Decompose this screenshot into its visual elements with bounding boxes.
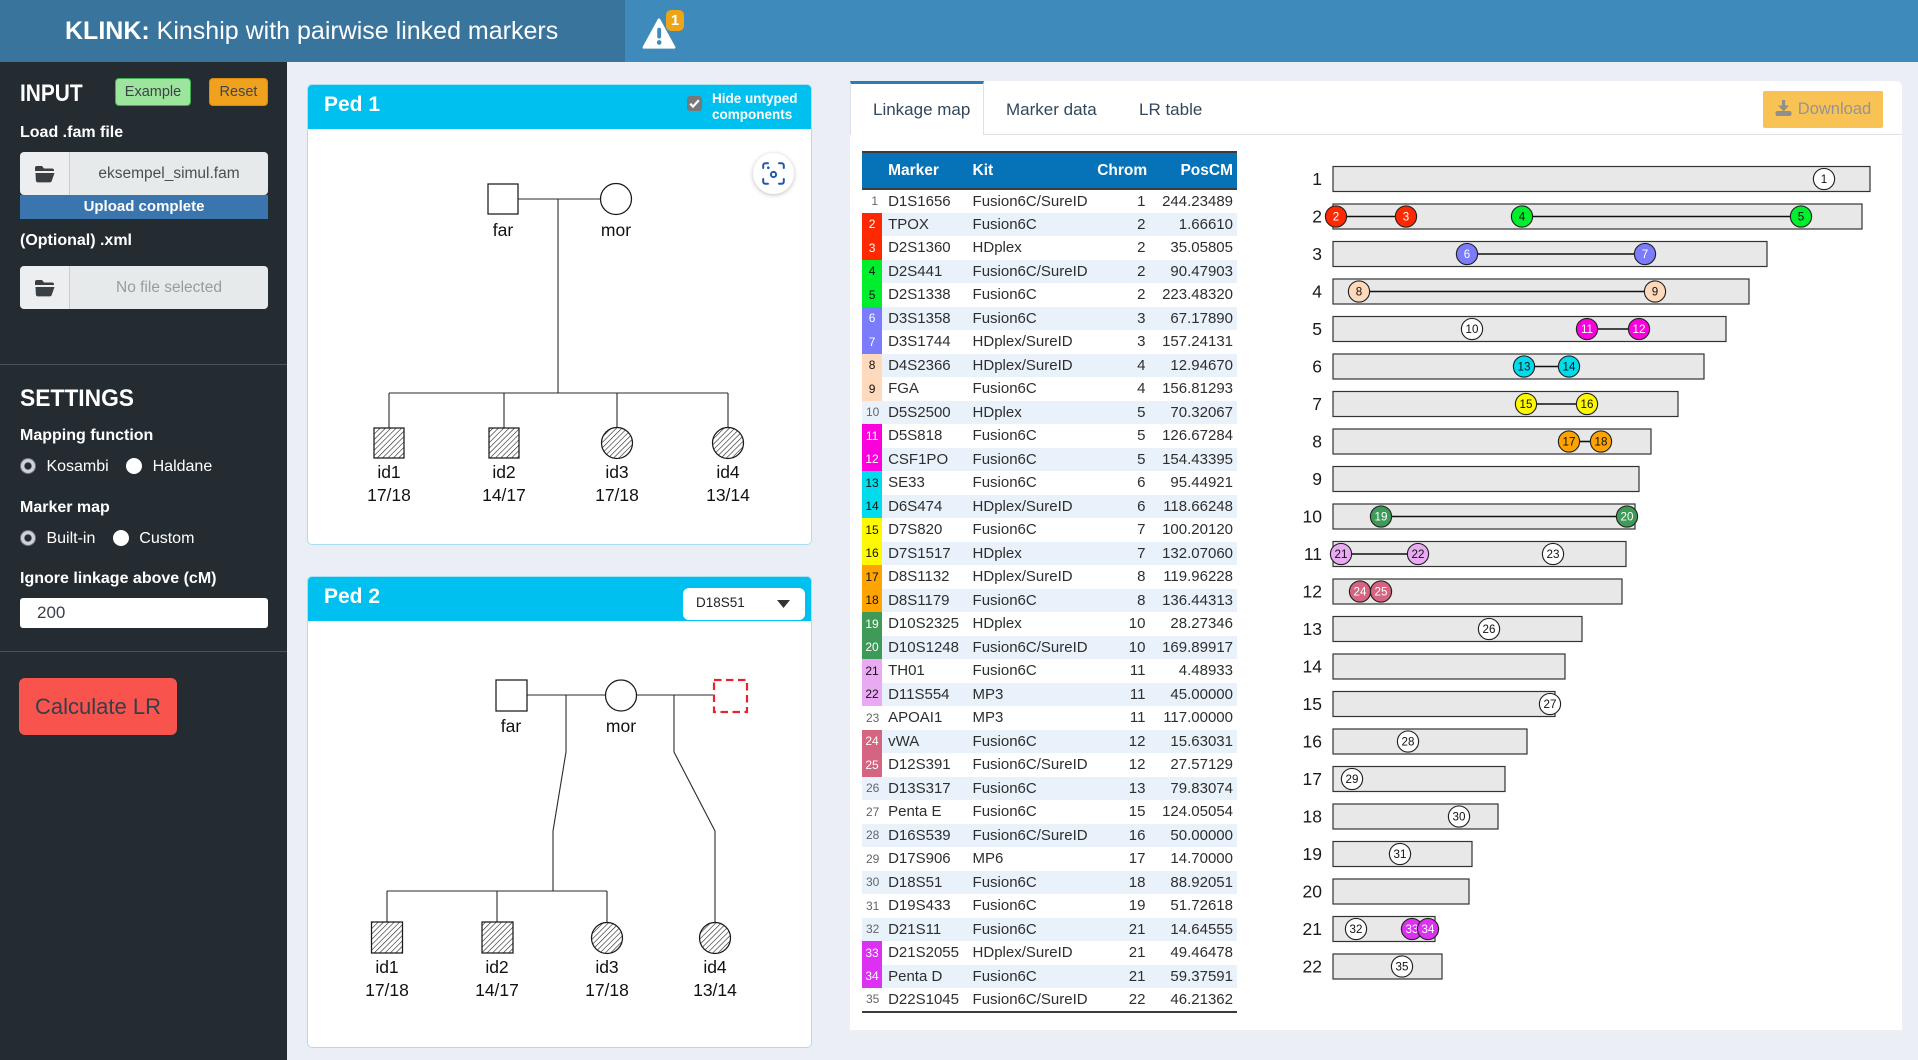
svg-text:21: 21 (1303, 919, 1322, 939)
svg-text:8: 8 (1312, 432, 1322, 452)
svg-text:8: 8 (1356, 286, 1362, 299)
svg-text:7: 7 (1312, 394, 1322, 414)
svg-text:1: 1 (1821, 173, 1827, 186)
svg-text:16: 16 (1303, 732, 1322, 752)
svg-text:far: far (501, 716, 522, 736)
svg-text:12: 12 (1303, 582, 1322, 602)
svg-text:27: 27 (1544, 698, 1557, 711)
svg-text:19: 19 (1375, 511, 1388, 524)
svg-text:32: 32 (1350, 923, 1363, 936)
svg-text:3: 3 (1312, 244, 1322, 264)
svg-text:12: 12 (1633, 323, 1646, 336)
svg-text:17/18: 17/18 (365, 980, 409, 1000)
svg-text:21: 21 (1335, 548, 1348, 561)
svg-text:17/18: 17/18 (367, 485, 411, 505)
svg-text:26: 26 (1483, 623, 1496, 636)
svg-text:33: 33 (1406, 923, 1419, 936)
svg-text:25: 25 (1375, 586, 1388, 599)
svg-text:5: 5 (1798, 211, 1804, 224)
svg-text:16: 16 (1581, 398, 1594, 411)
svg-text:13/14: 13/14 (706, 485, 750, 505)
svg-text:15: 15 (1520, 398, 1533, 411)
svg-text:2: 2 (1312, 207, 1322, 227)
svg-text:24: 24 (1354, 586, 1367, 599)
svg-text:23: 23 (1547, 548, 1560, 561)
svg-text:28: 28 (1402, 736, 1415, 749)
svg-text:mor: mor (601, 220, 631, 240)
svg-text:id1: id1 (377, 462, 400, 482)
svg-text:6: 6 (1312, 357, 1322, 377)
svg-text:10: 10 (1466, 323, 1479, 336)
svg-text:id2: id2 (492, 462, 515, 482)
svg-text:13: 13 (1518, 361, 1531, 374)
svg-text:2: 2 (1333, 211, 1339, 224)
svg-text:17: 17 (1303, 769, 1322, 789)
svg-text:7: 7 (1642, 248, 1648, 261)
svg-text:14/17: 14/17 (475, 980, 519, 1000)
svg-text:5: 5 (1312, 319, 1322, 339)
svg-text:13: 13 (1303, 619, 1322, 639)
svg-text:id4: id4 (703, 957, 727, 977)
svg-text:34: 34 (1422, 923, 1435, 936)
svg-text:id1: id1 (375, 957, 398, 977)
svg-text:id3: id3 (595, 957, 618, 977)
svg-text:id4: id4 (716, 462, 740, 482)
svg-text:id3: id3 (605, 462, 628, 482)
svg-text:far: far (493, 220, 514, 240)
svg-text:13/14: 13/14 (693, 980, 737, 1000)
svg-text:3: 3 (1403, 211, 1409, 224)
svg-text:17/18: 17/18 (595, 485, 639, 505)
svg-text:31: 31 (1394, 848, 1407, 861)
svg-text:9: 9 (1652, 286, 1658, 299)
svg-text:29: 29 (1346, 773, 1359, 786)
svg-text:22: 22 (1303, 957, 1322, 977)
svg-text:30: 30 (1453, 811, 1466, 824)
svg-text:14/17: 14/17 (482, 485, 526, 505)
svg-text:9: 9 (1312, 469, 1322, 489)
svg-text:14: 14 (1303, 657, 1323, 677)
svg-text:20: 20 (1303, 882, 1323, 902)
svg-text:11: 11 (1304, 544, 1322, 564)
svg-text:10: 10 (1303, 507, 1323, 527)
svg-text:1: 1 (1312, 169, 1322, 189)
svg-text:35: 35 (1396, 961, 1409, 974)
svg-text:22: 22 (1412, 548, 1425, 561)
svg-text:11: 11 (1581, 323, 1593, 336)
svg-text:19: 19 (1303, 844, 1322, 864)
svg-text:mor: mor (606, 716, 636, 736)
svg-text:17: 17 (1563, 436, 1576, 449)
svg-text:4: 4 (1312, 282, 1322, 302)
svg-text:18: 18 (1303, 807, 1322, 827)
svg-text:4: 4 (1519, 211, 1526, 224)
svg-text:6: 6 (1464, 248, 1470, 261)
svg-text:17/18: 17/18 (585, 980, 629, 1000)
svg-text:15: 15 (1303, 694, 1322, 714)
svg-text:20: 20 (1621, 511, 1634, 524)
svg-text:18: 18 (1595, 436, 1608, 449)
svg-text:14: 14 (1563, 361, 1576, 374)
svg-text:id2: id2 (485, 957, 508, 977)
